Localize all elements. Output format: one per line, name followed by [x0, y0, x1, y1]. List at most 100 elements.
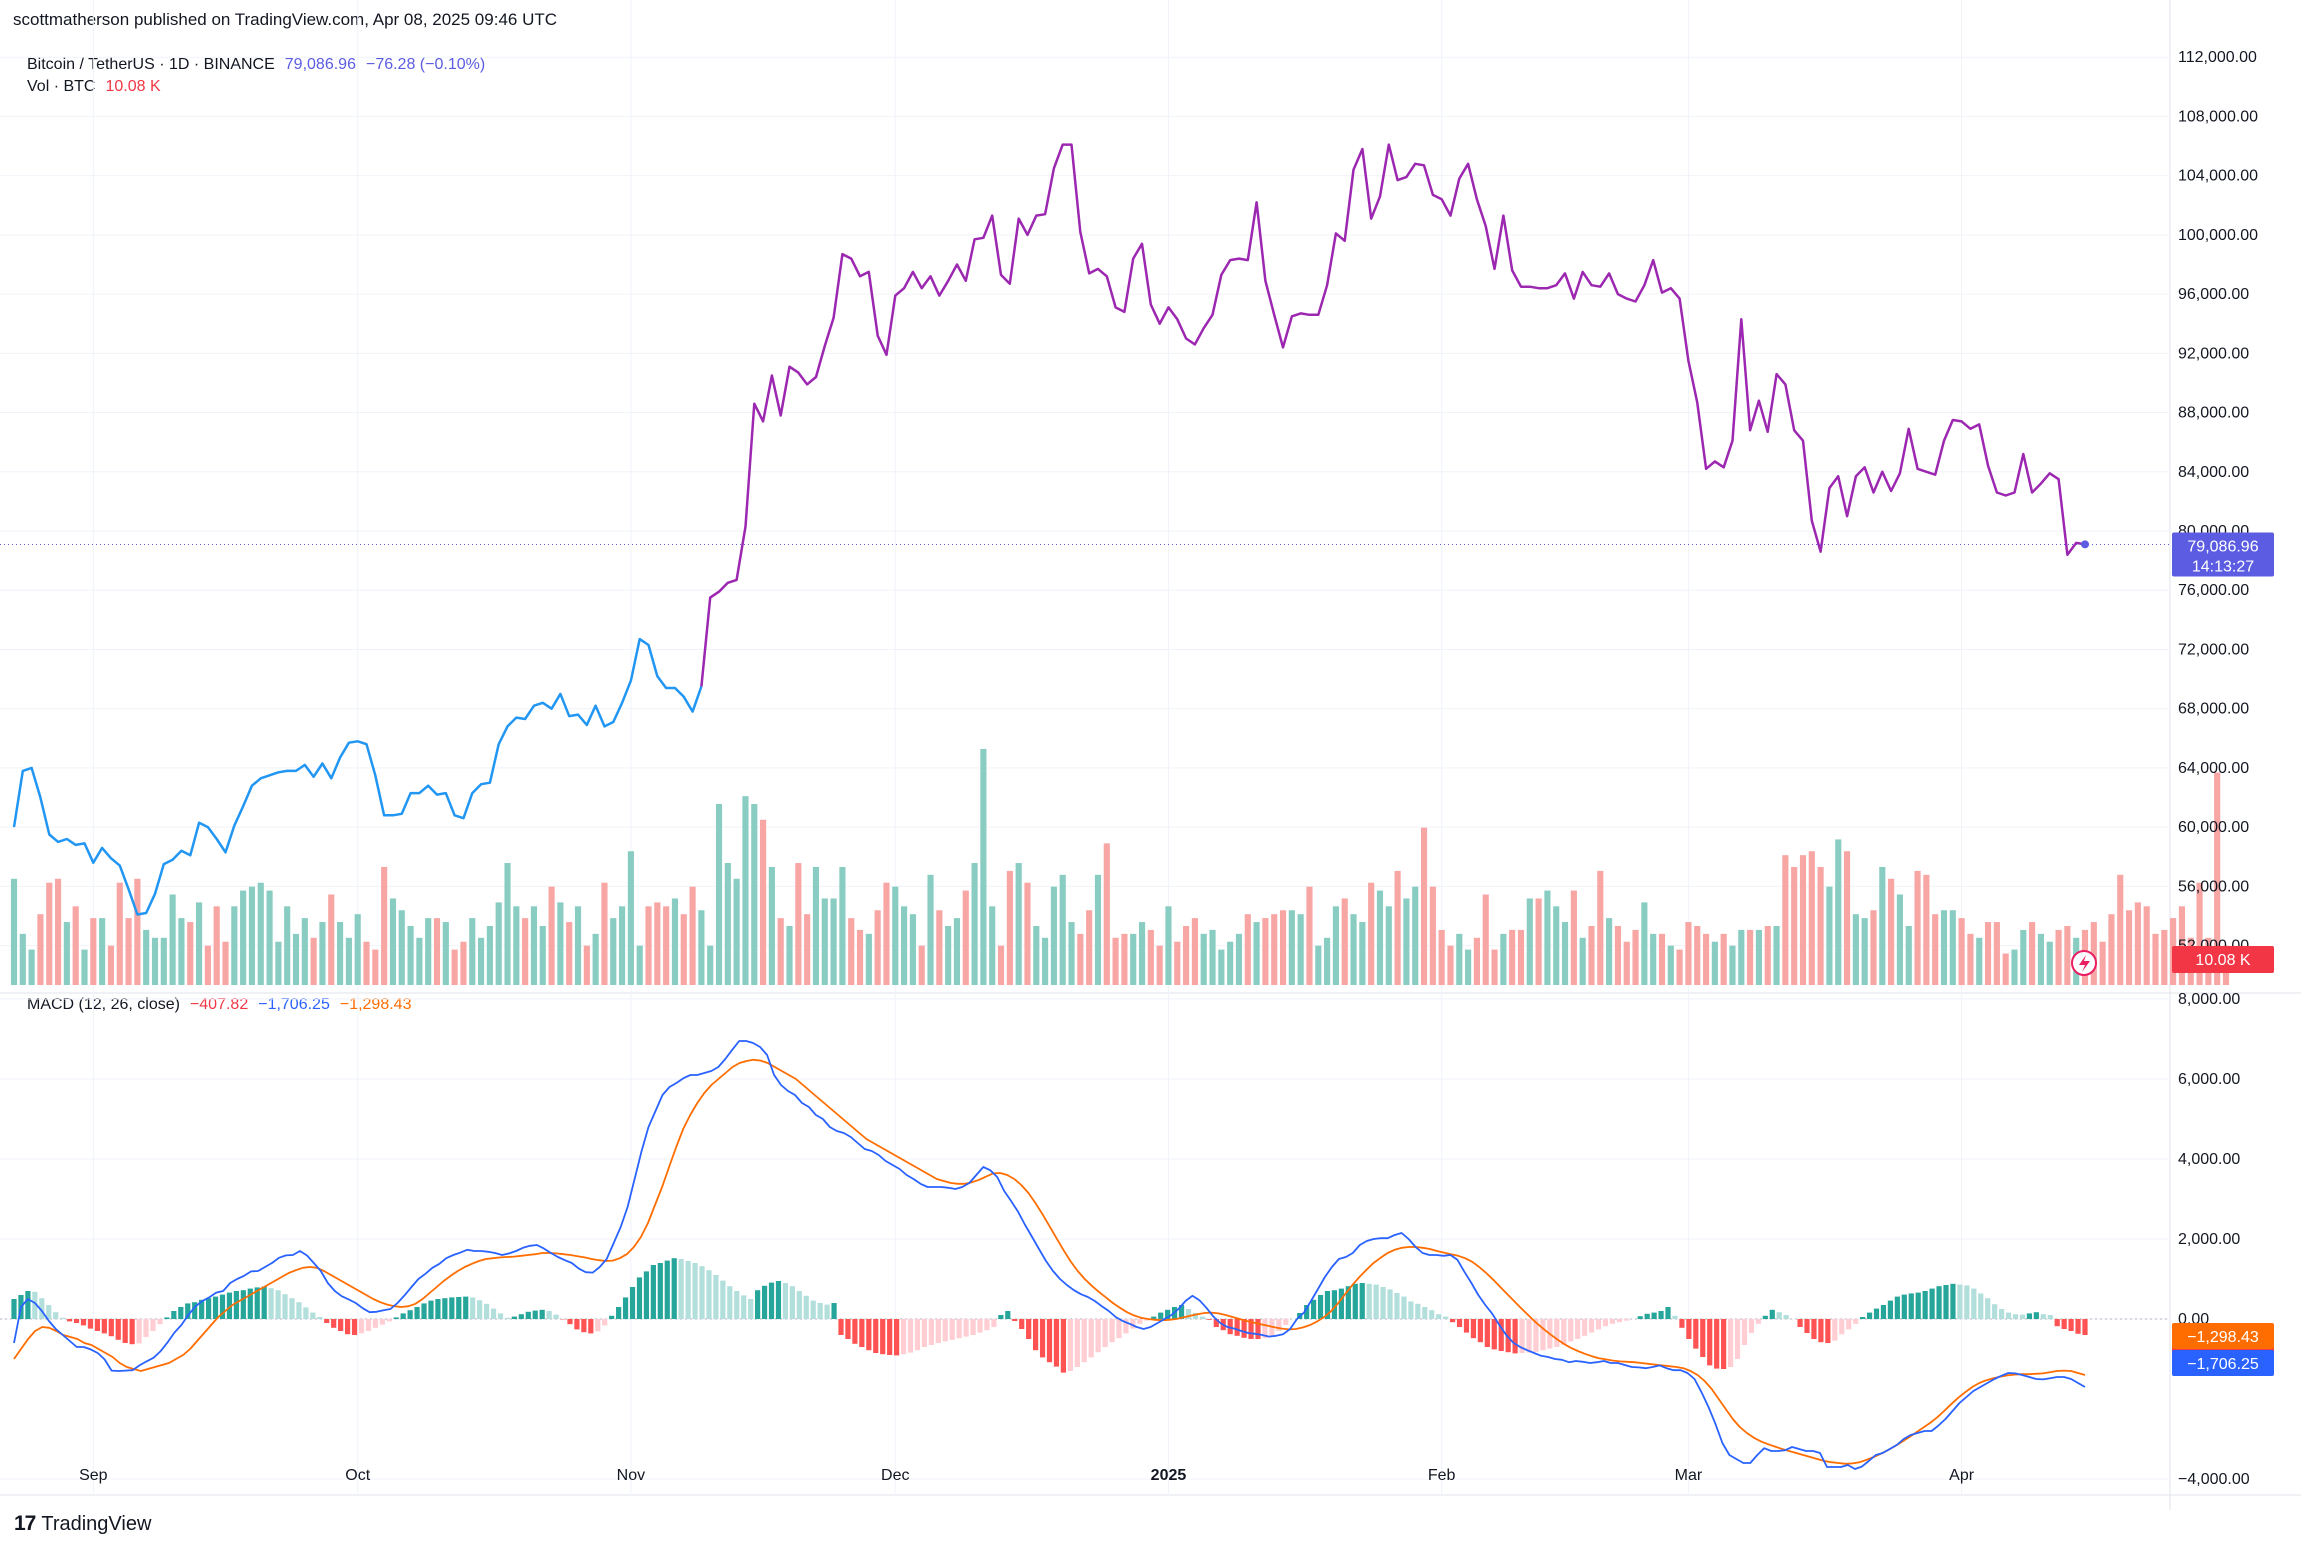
volume-bar [1553, 906, 1560, 985]
macd-hist-bar [1067, 1319, 1073, 1371]
volume-bar [1183, 925, 1190, 985]
macd-title: MACD (12, 26, close) [27, 996, 180, 1013]
macd-hist-bar [803, 1295, 809, 1319]
macd-hist-bar [1985, 1298, 1991, 1319]
time-tick-label: Nov [617, 1467, 645, 1484]
macd-hist-bar [1415, 1303, 1421, 1319]
volume-bar [1420, 827, 1428, 985]
price-axis[interactable]: 112,000.00 108,000.00 104,000.00 100,000.00… [2178, 49, 2258, 1488]
volume-bar [1826, 886, 1833, 985]
macd-hist-bar [1443, 1316, 1449, 1319]
macd-hist-bar [115, 1319, 121, 1340]
macd-hist-bar [2040, 1314, 2046, 1319]
price-tick-label: 64,000.00 [2178, 760, 2249, 777]
volume-bar [751, 804, 758, 985]
macd-hist-bar [602, 1319, 608, 1326]
tradingview-logo-icon: 17 [14, 1512, 36, 1535]
volume-bar [398, 910, 405, 985]
volume-bar [663, 906, 670, 985]
volume-bar [530, 906, 538, 985]
volume-bar [795, 863, 802, 985]
macd-hist-bar [1727, 1319, 1734, 1367]
signal-line [13, 1058, 2086, 1465]
macd-hist-bar [129, 1319, 135, 1345]
volume-bar [980, 748, 987, 985]
macd-hist-bar [435, 1299, 441, 1319]
time-tick-label: Sep [79, 1467, 108, 1484]
tradingview-footer[interactable]: 17 TradingView [14, 1512, 151, 1536]
volume-bar [319, 922, 326, 985]
macd-hist-bar [546, 1311, 552, 1319]
volume-bar [195, 902, 203, 985]
macd-hist-bar [1394, 1293, 1400, 1319]
volume-bar [160, 937, 167, 985]
volume-bar [1923, 874, 1930, 985]
macd-hist-bar [386, 1319, 392, 1322]
macd-hist-bar [1804, 1319, 1810, 1333]
volume-bar [1006, 870, 1013, 985]
volume-bar [1306, 886, 1313, 985]
macd-hist-bar [122, 1319, 128, 1343]
volume-legend-row[interactable]: Vol · BTC 10.08 K [27, 76, 485, 98]
volume-bar [1755, 929, 1762, 985]
macd-hist-bar [692, 1263, 698, 1319]
volume-bar [2125, 910, 2133, 985]
macd-hist-bar [1595, 1319, 1602, 1330]
volume-bar [486, 925, 493, 985]
volume-bar [1650, 933, 1657, 985]
macd-hist-bar [80, 1319, 87, 1326]
macd-hist-bar [310, 1312, 316, 1319]
volume-bar [257, 882, 264, 985]
macd-hist-bar [574, 1319, 580, 1330]
volume-bar [513, 906, 520, 985]
volume-bar [1861, 918, 1868, 985]
volume-bar [1976, 937, 1983, 985]
volume-bar [1015, 863, 1022, 985]
macd-hist-bar [1123, 1319, 1129, 1334]
macd-hist-bar [720, 1280, 726, 1319]
volume-bar [1130, 933, 1137, 985]
macd-hist-bar [567, 1319, 573, 1325]
symbol-title: Bitcoin / TetherUS · 1D · BINANCE [27, 56, 275, 73]
macd-hist-bar [1331, 1290, 1338, 1319]
macd-hist-bar [1679, 1319, 1685, 1328]
price-tick-label: 112,000.00 [2178, 49, 2257, 66]
volume-bar [213, 906, 220, 985]
volume-bar [953, 918, 961, 985]
macd-hist-bar [1651, 1312, 1657, 1319]
macd-hist-bar [1950, 1283, 1956, 1319]
volume-bar [1817, 866, 1824, 985]
macd-hist-bar [887, 1319, 893, 1355]
volume-bar [971, 863, 978, 985]
macd-hist-bar [894, 1319, 900, 1356]
volume-bar [1491, 949, 1498, 985]
macd-legend-row[interactable]: MACD (12, 26, close) −407.82 −1,706.25 −… [27, 996, 411, 1014]
volume-bar [337, 922, 344, 985]
volume-bar [619, 906, 626, 985]
macd-hist-bar [1568, 1319, 1574, 1342]
macd-hist-bar [1894, 1296, 1900, 1319]
macd-hist-bar [407, 1310, 413, 1319]
volume-bar [416, 937, 423, 985]
volume-bar [1835, 839, 1842, 985]
volume-bar [724, 863, 731, 985]
symbol-legend-row[interactable]: Bitcoin / TetherUS · 1D · BINANCE 79,086… [27, 54, 485, 76]
volume-bar [1632, 929, 1639, 985]
macd-hist-bar [1046, 1319, 1053, 1363]
macd-hist-bar [1130, 1319, 1136, 1329]
macd-tag-text: −1,706.25 [2187, 1356, 2259, 1373]
macd-tick-label: 8,000.00 [2178, 991, 2240, 1008]
volume-bar [1279, 910, 1287, 985]
volume-bar [1024, 882, 1031, 985]
macd-hist-bar [1526, 1319, 1532, 1353]
volume-title: Vol · BTC [27, 78, 96, 95]
time-axis[interactable]: Sep Oct Nov Dec 2025 Feb Mar Apr [79, 1467, 1975, 1484]
volume-bar [1879, 866, 1886, 985]
volume-bar [2143, 906, 2150, 985]
volume-bar [1509, 929, 1516, 985]
macd-hist-bar [629, 1287, 636, 1319]
volume-bar [284, 906, 291, 985]
macd-hist-bar [39, 1298, 45, 1319]
macd-hist-bar [1832, 1319, 1838, 1341]
